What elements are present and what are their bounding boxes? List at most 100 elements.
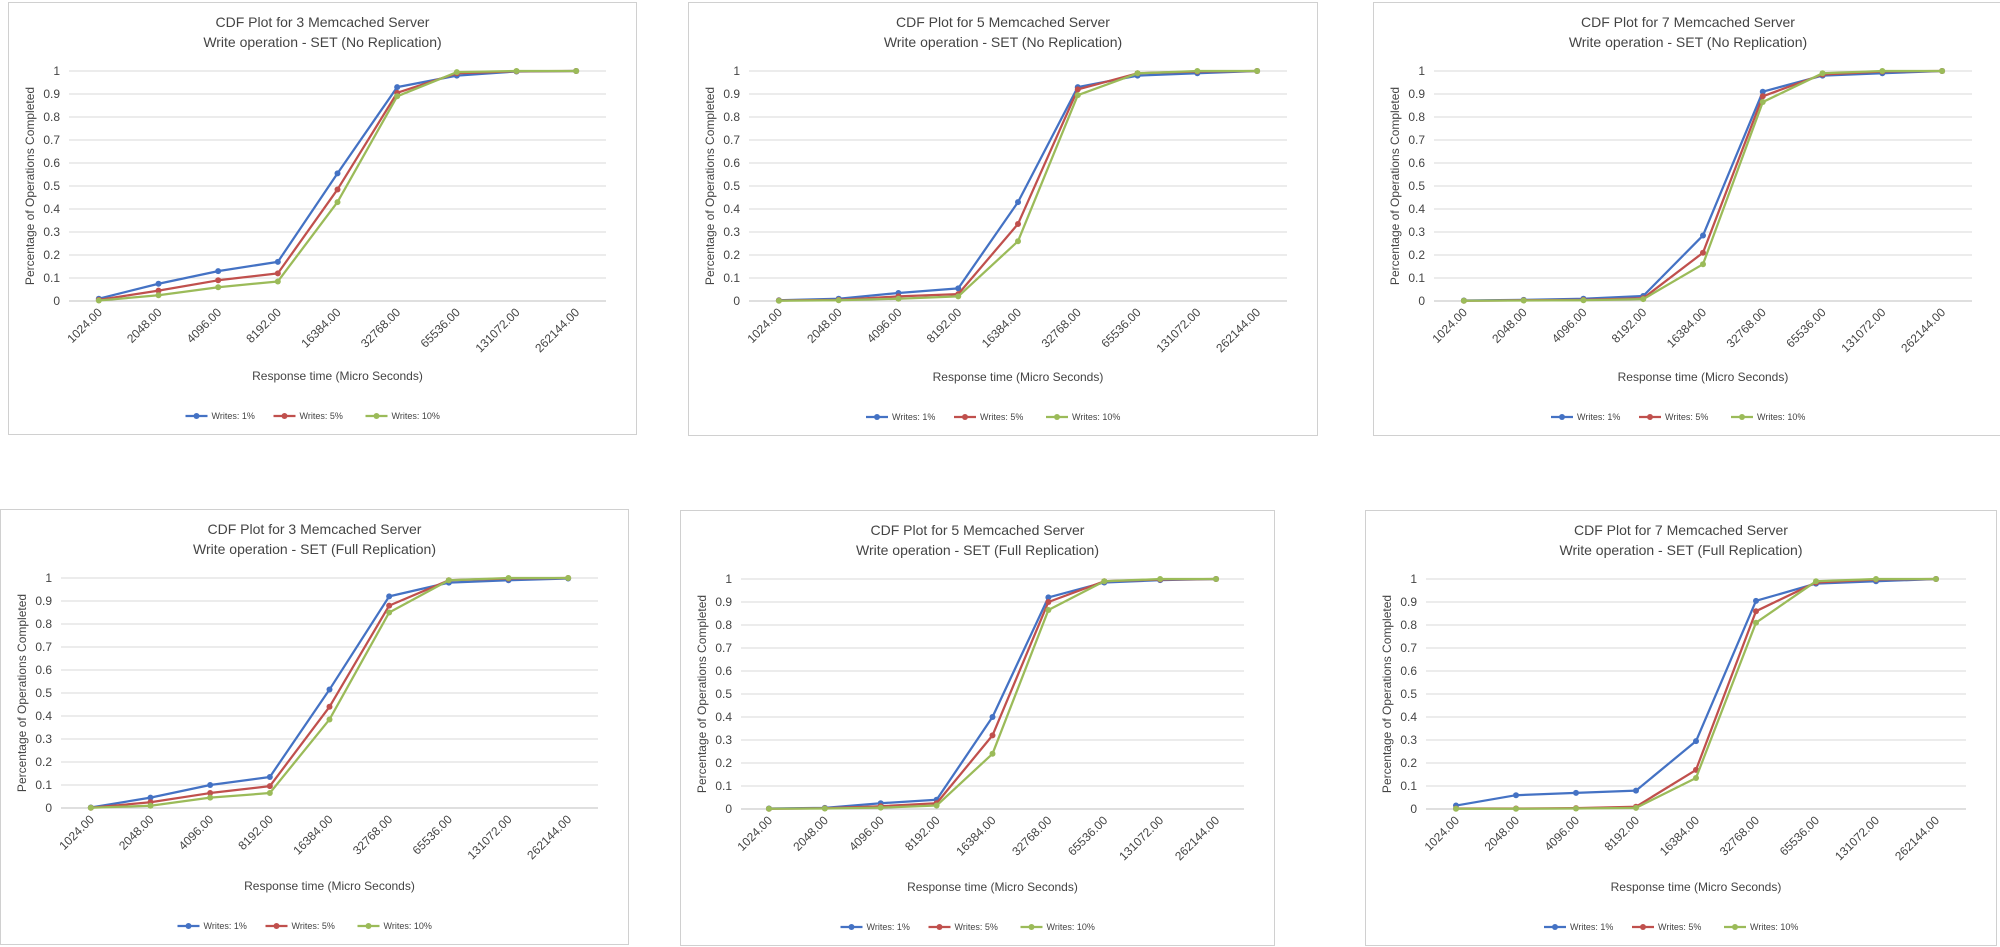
- data-point: [266, 790, 273, 797]
- y-tick-label: 0: [1410, 802, 1417, 816]
- legend-label: Writes: 5%: [955, 922, 998, 932]
- data-point: [155, 280, 162, 287]
- y-tick-label: 0.7: [715, 641, 732, 655]
- data-point: [1045, 599, 1052, 605]
- y-tick-label: 0.5: [1408, 179, 1425, 193]
- y-tick-label: 1: [45, 571, 52, 585]
- x-tick-label: 1024.00: [1422, 813, 1463, 854]
- legend-label: Writes: 1%: [212, 411, 255, 421]
- data-point: [207, 794, 214, 801]
- legend-swatch-marker: [936, 924, 943, 930]
- x-tick-label: 2048.00: [116, 812, 157, 853]
- x-tick-label: 16384.00: [1657, 813, 1703, 859]
- y-axis-title: Percentage of Operations Completed: [1388, 87, 1402, 285]
- legend-item: Writes: 10%: [1731, 412, 1805, 422]
- legend-label: Writes: 10%: [392, 411, 440, 421]
- legend-swatch-marker: [185, 923, 192, 929]
- chart-panel-5-servers-full-replication: CDF Plot for 5 Memcached Server Write ope…: [680, 510, 1275, 946]
- x-tick-label: 131072.00: [1116, 813, 1166, 863]
- data-point: [1819, 70, 1826, 77]
- data-point: [453, 69, 460, 76]
- data-point: [326, 686, 333, 693]
- data-point: [386, 609, 393, 616]
- x-tick-label: 65536.00: [1777, 813, 1823, 859]
- y-tick-label: 0.5: [723, 179, 740, 193]
- x-tick-label: 16384.00: [1664, 305, 1710, 351]
- x-tick-label: 65536.00: [1065, 813, 1111, 859]
- x-tick-label: 131072.00: [473, 305, 523, 355]
- y-tick-label: 0.3: [715, 733, 732, 747]
- y-tick-label: 0: [53, 294, 60, 308]
- data-point: [1513, 792, 1519, 799]
- y-tick-label: 0.1: [1400, 779, 1417, 793]
- data-point: [147, 794, 154, 801]
- data-point: [334, 186, 341, 193]
- y-tick-label: 0.6: [723, 156, 740, 170]
- chart-title-line: Write operation - SET (No Replication): [1569, 34, 1807, 50]
- y-axis-title: Percentage of Operations Completed: [23, 87, 37, 285]
- y-tick-label: 1: [1410, 572, 1417, 586]
- x-tick-label: 8192.00: [902, 813, 943, 854]
- x-tick-label: 4096.00: [176, 812, 217, 853]
- data-point: [334, 170, 341, 177]
- legend-swatch-marker: [1647, 414, 1653, 420]
- legend-swatch-marker: [193, 413, 200, 419]
- data-point: [1513, 805, 1519, 812]
- data-point: [1573, 805, 1579, 812]
- y-tick-label: 0.7: [35, 640, 52, 654]
- x-tick-label: 262144.00: [532, 305, 582, 355]
- x-tick-label: 32768.00: [350, 812, 396, 858]
- data-point: [1453, 805, 1459, 812]
- data-point: [775, 297, 782, 304]
- x-tick-label: 65536.00: [1098, 305, 1144, 351]
- chart-svg: CDF Plot for 5 Memcached Server Write ope…: [703, 14, 1287, 422]
- x-tick-label: 1024.00: [1429, 305, 1470, 346]
- x-axis-title: Response time (Micro Seconds): [244, 879, 415, 893]
- legend-item: Writes: 5%: [273, 411, 343, 421]
- legend-label: Writes: 1%: [1577, 412, 1620, 422]
- x-tick-label: 8192.00: [1609, 305, 1650, 346]
- legend-item: Writes: 5%: [1639, 412, 1708, 422]
- x-tick-label: 65536.00: [410, 812, 456, 858]
- legend-item: Writes: 10%: [357, 921, 432, 931]
- y-tick-label: 0.5: [715, 687, 732, 701]
- data-point: [1879, 68, 1886, 74]
- x-tick-label: 4096.00: [846, 813, 887, 854]
- data-point: [1693, 738, 1699, 745]
- legend-item: Writes: 10%: [1724, 922, 1798, 932]
- data-point: [207, 790, 214, 797]
- legend-item: Writes: 10%: [365, 411, 440, 421]
- x-tick-label: 4096.00: [184, 305, 225, 346]
- data-point: [989, 714, 996, 720]
- y-tick-label: 0.9: [1408, 87, 1425, 101]
- x-tick-label: 4096.00: [1542, 813, 1583, 854]
- data-point: [933, 802, 940, 809]
- data-point: [565, 575, 572, 581]
- chart-title-line: Write operation - SET (No Replication): [884, 34, 1122, 50]
- chart-svg: CDF Plot for 5 Memcached Server Write ope…: [695, 522, 1244, 932]
- legend-item: Writes: 5%: [928, 922, 998, 932]
- y-tick-label: 0.9: [723, 87, 740, 101]
- data-point: [1933, 576, 1939, 582]
- legend-swatch-marker: [1739, 414, 1745, 420]
- legend-label: Writes: 5%: [300, 411, 343, 421]
- y-tick-label: 0.2: [35, 755, 52, 769]
- legend-item: Writes: 5%: [954, 412, 1023, 422]
- y-tick-label: 0.7: [723, 133, 740, 147]
- data-point: [1157, 576, 1164, 582]
- y-tick-label: 0.4: [35, 709, 52, 723]
- y-tick-label: 0.5: [1400, 687, 1417, 701]
- legend-item: Writes: 1%: [840, 922, 910, 932]
- y-tick-label: 0.4: [723, 202, 740, 216]
- legend-label: Writes: 5%: [1658, 922, 1701, 932]
- data-point: [1640, 296, 1647, 303]
- data-point: [445, 577, 452, 584]
- x-tick-label: 8192.00: [235, 812, 276, 853]
- legend-swatch-marker: [848, 924, 855, 930]
- data-point: [1633, 804, 1639, 811]
- x-axis-title: Response time (Micro Seconds): [252, 369, 423, 383]
- legend-item: Writes: 1%: [185, 411, 255, 421]
- data-point: [1759, 93, 1766, 100]
- legend-item: Writes: 5%: [1632, 922, 1701, 932]
- x-tick-label: 16384.00: [298, 305, 344, 351]
